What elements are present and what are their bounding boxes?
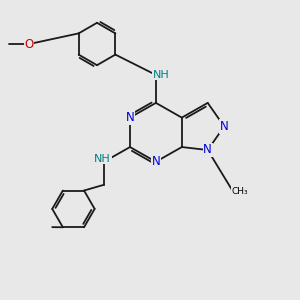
Text: N: N (203, 143, 212, 157)
Text: NH: NH (153, 70, 169, 80)
Text: O: O (25, 38, 34, 50)
Text: NH: NH (94, 154, 111, 164)
Text: N: N (126, 111, 134, 124)
Text: N: N (220, 120, 229, 133)
Text: CH₃: CH₃ (232, 187, 248, 196)
Text: N: N (152, 155, 160, 168)
